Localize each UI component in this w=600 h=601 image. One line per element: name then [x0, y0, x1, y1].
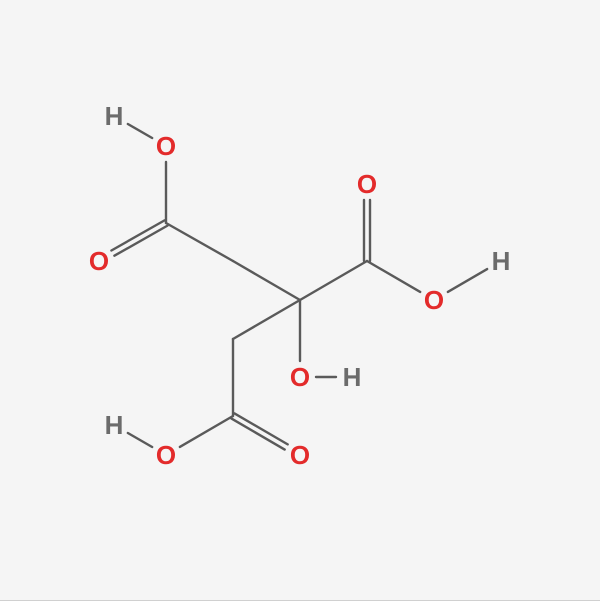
bond: [300, 261, 367, 300]
bond: [364, 200, 370, 261]
atoms-layer: O O H O H O O H O O H: [89, 101, 511, 470]
molecule-svg: O O H O H O O H O O H: [0, 0, 600, 600]
bond: [233, 300, 300, 339]
atom-label-o: O: [290, 440, 310, 470]
bond: [180, 416, 233, 447]
atom-label-o: O: [156, 131, 176, 161]
atom-label-o: O: [424, 285, 444, 315]
bond: [166, 223, 233, 261]
atom-label-h: H: [492, 246, 511, 276]
atom-label-o: O: [290, 362, 310, 392]
bond: [448, 269, 487, 292]
bond: [128, 433, 152, 447]
atom-label-o: O: [89, 246, 109, 276]
atom-label-o: O: [357, 169, 377, 199]
bond: [231, 413, 287, 449]
atom-label-h: H: [105, 101, 124, 131]
atom-label-h: H: [105, 410, 124, 440]
bond: [233, 261, 300, 300]
bond: [128, 124, 152, 138]
molecule-panel: O O H O H O O H O O H: [0, 0, 600, 601]
bond: [111, 220, 167, 255]
atom-label-o: O: [156, 440, 176, 470]
bond: [367, 261, 420, 292]
atom-label-h: H: [343, 362, 362, 392]
